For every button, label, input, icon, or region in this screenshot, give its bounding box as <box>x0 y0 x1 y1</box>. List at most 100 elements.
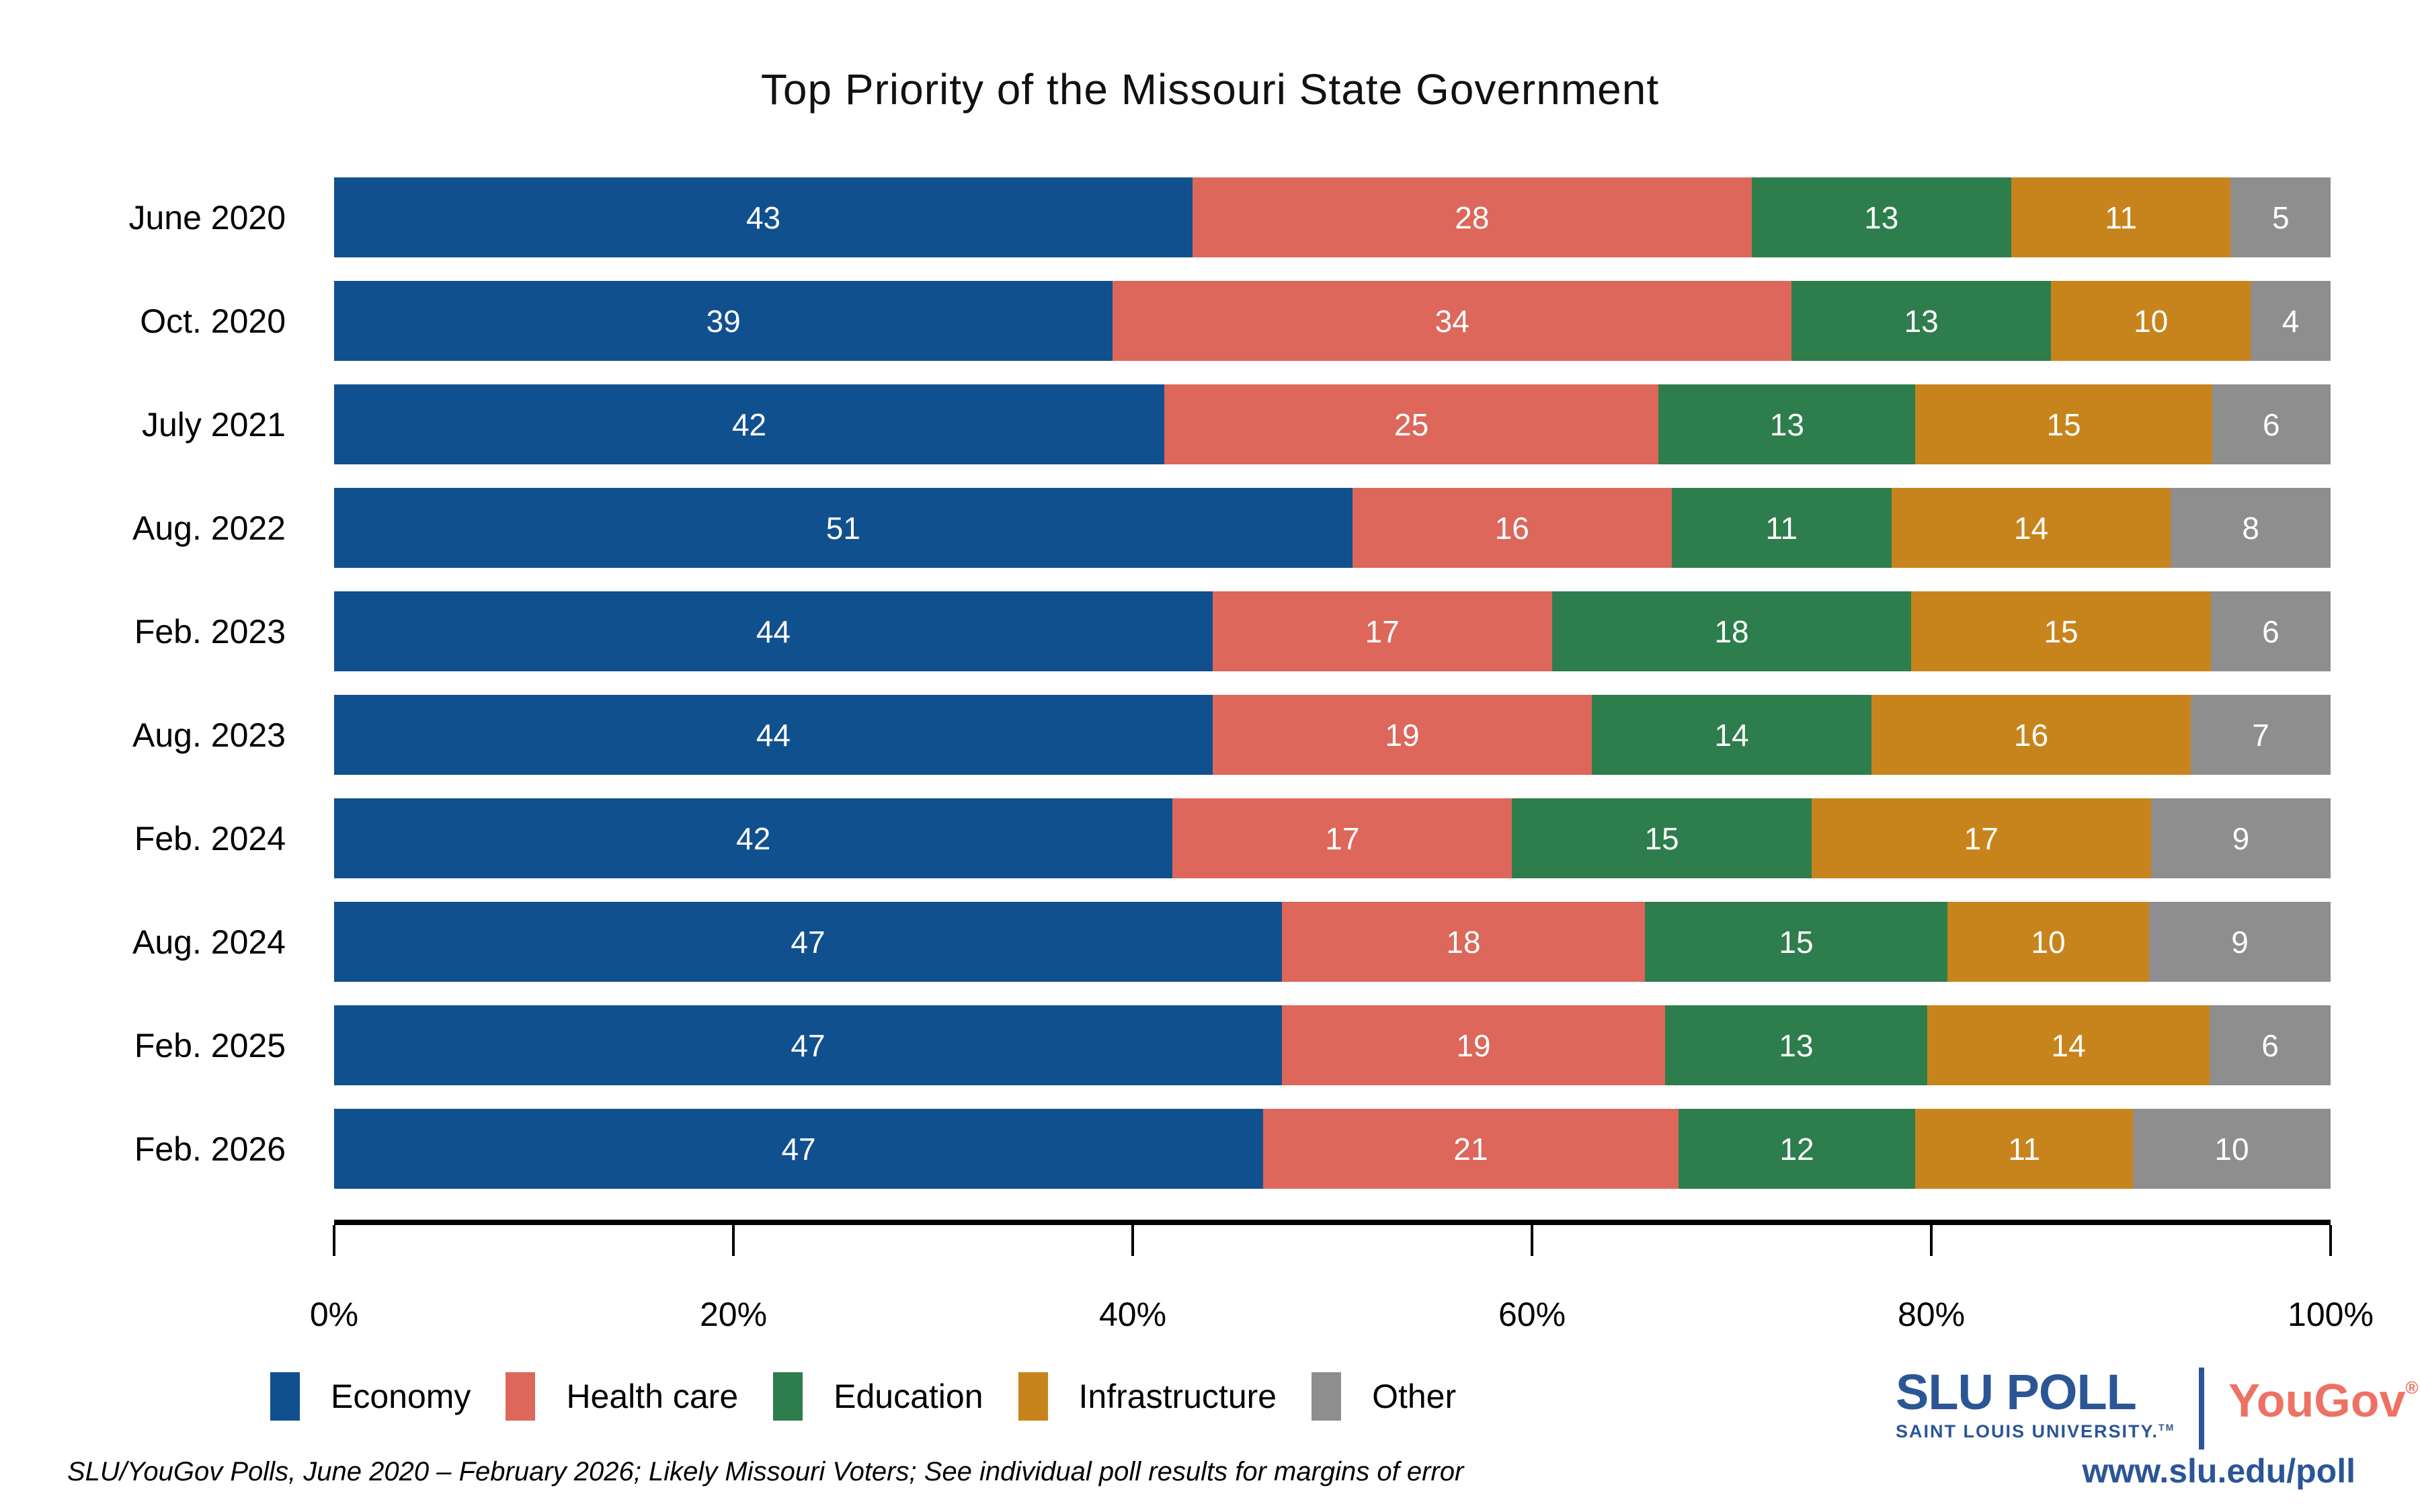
brand-divider <box>2199 1368 2205 1450</box>
legend-label: Economy <box>331 1378 471 1415</box>
bar-row: Feb. 2023 44 17 18 15 6 <box>67 591 2331 671</box>
bar-track: 44 19 14 16 7 <box>334 695 2331 775</box>
bar-segment-other: 4 <box>2251 281 2331 361</box>
legend-label: Education <box>834 1378 983 1415</box>
segment-value: 9 <box>2232 821 2250 856</box>
bar-segment-health-care: 34 <box>1113 281 1792 361</box>
bar-row: Aug. 2022 51 16 11 14 8 <box>67 488 2331 568</box>
x-axis-tick-label: 20% <box>699 1296 768 1333</box>
x-axis: 0% 20% 40% 60% 80% 100% <box>310 1220 2374 1354</box>
bar-track: 44 17 18 15 6 <box>334 591 2331 671</box>
segment-value: 9 <box>2231 924 2249 960</box>
row-label: Feb. 2026 <box>134 1130 286 1168</box>
legend: Economy Health care Education Infrastructur… <box>270 1372 1456 1421</box>
legend-item-economy: Economy <box>270 1372 471 1421</box>
bar-row: July 2021 42 25 13 15 6 <box>67 384 2331 464</box>
segment-value: 15 <box>1644 821 1679 856</box>
bar-segment-other: 10 <box>2132 1109 2331 1189</box>
legend-label: Other <box>1372 1378 1457 1415</box>
bar-segment-infrastructure: 15 <box>1911 591 2211 671</box>
segment-value: 11 <box>2105 200 2138 235</box>
segment-value: 13 <box>1904 303 1939 339</box>
bar-segment-infrastructure: 15 <box>1915 384 2212 464</box>
branding-logos: SLU POLL SAINT LOUIS UNIVERSITY.TM YouGo… <box>1896 1368 2419 1450</box>
segment-value: 15 <box>1779 924 1814 960</box>
bar-segment-economy: 42 <box>334 384 1165 464</box>
legend-swatch-icon <box>270 1372 300 1421</box>
row-label: Aug. 2023 <box>132 716 286 754</box>
row-label: June 2020 <box>128 198 286 237</box>
legend-label: Infrastructure <box>1078 1378 1277 1415</box>
bar-segment-economy: 51 <box>334 488 1353 568</box>
bar-segment-infrastructure: 10 <box>1947 902 2149 982</box>
bar-segment-health-care: 28 <box>1193 177 1752 257</box>
bar-segment-economy: 39 <box>334 281 1113 361</box>
legend-item-health-care: Health care <box>506 1372 738 1421</box>
segment-value: 28 <box>1455 200 1490 235</box>
legend-swatch-icon <box>1312 1372 1342 1421</box>
bar-segment-infrastructure: 14 <box>1891 488 2171 568</box>
yougov-registered-symbol: ® <box>2405 1378 2419 1398</box>
segment-value: 17 <box>1365 614 1400 649</box>
x-axis-tick <box>2329 1225 2332 1256</box>
segment-value: 14 <box>1714 717 1749 753</box>
segment-value: 10 <box>2214 1131 2249 1167</box>
bar-track: 39 34 13 10 4 <box>334 281 2331 361</box>
row-label: Feb. 2025 <box>134 1026 286 1064</box>
segment-value: 11 <box>1765 510 1798 546</box>
bar-rows: June 2020 43 28 13 11 5 Oct. 2020 39 34 13 10 4 July… <box>67 177 2331 1189</box>
bar-segment-other: 8 <box>2171 488 2331 568</box>
segment-value: 4 <box>2282 303 2300 339</box>
bar-track: 51 16 11 14 8 <box>334 488 2331 568</box>
bar-segment-education: 15 <box>1512 798 1812 878</box>
slu-university-label: SAINT LOUIS UNIVERSITY.TM <box>1896 1421 2175 1442</box>
bar-segment-economy: 47 <box>334 1109 1264 1189</box>
bar-segment-education: 14 <box>1592 695 1871 775</box>
bar-track: 47 18 15 10 9 <box>334 902 2331 982</box>
bar-track: 47 21 12 11 10 <box>334 1109 2331 1189</box>
bar-segment-other: 7 <box>2191 695 2331 775</box>
bar-segment-health-care: 17 <box>1212 591 1552 671</box>
bar-row: Feb. 2026 47 21 12 11 10 <box>67 1109 2331 1189</box>
segment-value: 47 <box>791 1027 825 1063</box>
x-axis-tick-label: 40% <box>1098 1296 1167 1333</box>
bar-segment-health-care: 17 <box>1172 798 1513 878</box>
segment-value: 39 <box>706 303 741 339</box>
bar-segment-health-care: 19 <box>1282 1005 1665 1085</box>
segment-value: 13 <box>1864 200 1899 235</box>
bar-segment-infrastructure: 16 <box>1871 695 2191 775</box>
bar-track: 42 17 15 17 9 <box>334 798 2331 878</box>
segment-value: 7 <box>2252 717 2269 753</box>
bar-segment-infrastructure: 11 <box>1915 1109 2133 1189</box>
stacked-bar-plot: June 2020 43 28 13 11 5 Oct. 2020 39 34 13 10 4 July… <box>67 177 2331 1212</box>
segment-value: 47 <box>781 1131 816 1167</box>
bar-segment-other: 6 <box>2212 384 2331 464</box>
bar-segment-infrastructure: 14 <box>1927 1005 2210 1085</box>
bar-row: Feb. 2025 47 19 13 14 6 <box>67 1005 2331 1085</box>
segment-value: 10 <box>2134 303 2169 339</box>
segment-value: 17 <box>1325 821 1360 856</box>
row-label: Oct. 2020 <box>140 302 286 340</box>
bar-segment-economy: 44 <box>334 591 1213 671</box>
yougov-logo: YouGov® <box>2228 1377 2418 1424</box>
x-axis-tick <box>1531 1225 1533 1256</box>
bar-segment-infrastructure: 11 <box>2011 177 2231 257</box>
x-axis-tick <box>333 1225 335 1256</box>
bar-segment-education: 18 <box>1551 591 1912 671</box>
bar-row: Aug. 2024 47 18 15 10 9 <box>67 902 2331 982</box>
legend-swatch-icon <box>506 1372 536 1421</box>
segment-value: 25 <box>1394 407 1429 442</box>
legend-item-infrastructure: Infrastructure <box>1018 1372 1277 1421</box>
segment-value: 42 <box>731 407 767 442</box>
bar-segment-education: 13 <box>1658 384 1916 464</box>
bar-segment-education: 12 <box>1678 1109 1916 1189</box>
legend-swatch-icon <box>773 1372 803 1421</box>
x-axis-tick <box>732 1225 735 1256</box>
bar-segment-other: 9 <box>2149 902 2331 982</box>
segment-value: 15 <box>2046 407 2081 442</box>
bar-segment-economy: 44 <box>334 695 1213 775</box>
bar-segment-education: 13 <box>1751 177 2011 257</box>
slu-poll-logo: SLU POLL SAINT LOUIS UNIVERSITY.TM <box>1896 1368 2175 1442</box>
legend-label: Health care <box>566 1378 739 1415</box>
x-axis-tick-label: 100% <box>2288 1296 2374 1333</box>
